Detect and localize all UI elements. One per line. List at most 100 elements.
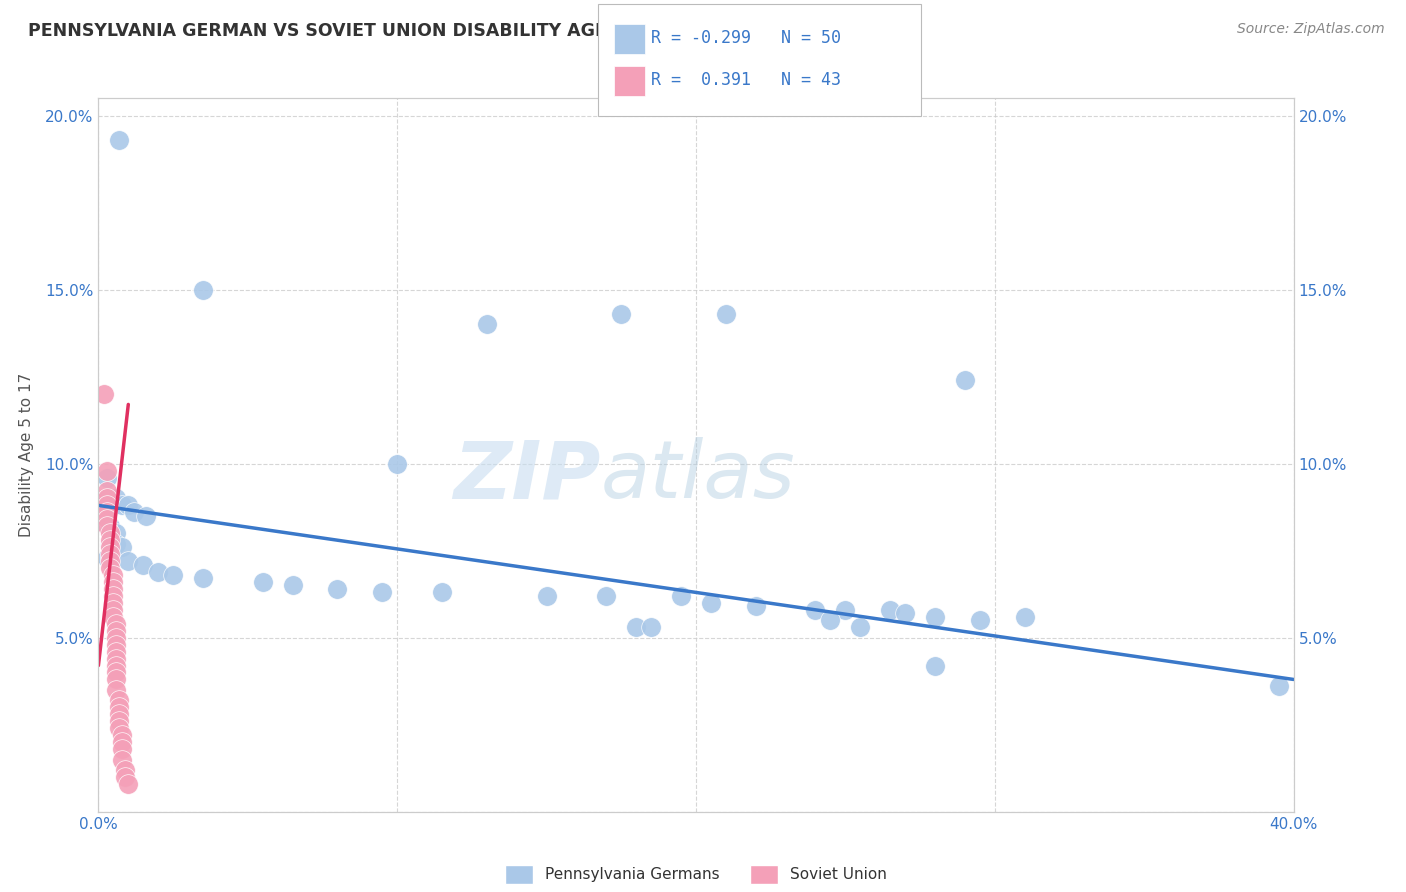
Legend: Pennsylvania Germans, Soviet Union: Pennsylvania Germans, Soviet Union	[499, 859, 893, 889]
Text: ZIP: ZIP	[453, 437, 600, 516]
Point	[100, 550, 122, 565]
Point	[108, 133, 131, 147]
Point	[100, 547, 122, 561]
Point	[924, 609, 946, 624]
Point	[111, 735, 134, 749]
Point	[114, 763, 136, 777]
Point	[111, 728, 134, 742]
Point	[475, 318, 498, 332]
Point	[1267, 680, 1289, 694]
Point	[96, 464, 118, 478]
Point	[100, 537, 122, 551]
Point	[700, 596, 723, 610]
Point	[745, 599, 768, 614]
Point	[105, 658, 128, 673]
Point	[105, 616, 128, 631]
Point	[111, 540, 134, 554]
Text: PENNSYLVANIA GERMAN VS SOVIET UNION DISABILITY AGE 5 TO 17 CORRELATION CHART: PENNSYLVANIA GERMAN VS SOVIET UNION DISA…	[28, 22, 903, 40]
Point	[96, 484, 118, 499]
Point	[100, 554, 122, 568]
Point	[191, 572, 214, 586]
Point	[96, 505, 118, 519]
Text: Source: ZipAtlas.com: Source: ZipAtlas.com	[1237, 22, 1385, 37]
Point	[111, 752, 134, 766]
Point	[105, 682, 128, 697]
Point	[105, 537, 128, 551]
Point	[114, 770, 136, 784]
Point	[820, 613, 842, 627]
Point	[124, 505, 146, 519]
Point	[100, 540, 122, 554]
Point	[371, 585, 394, 599]
Point	[117, 499, 139, 513]
Point	[96, 519, 118, 533]
Point	[103, 596, 125, 610]
Point	[610, 307, 633, 321]
Point	[326, 582, 349, 596]
Point	[100, 533, 122, 548]
Point	[96, 519, 118, 533]
Point	[969, 613, 991, 627]
Point	[879, 603, 901, 617]
Point	[105, 631, 128, 645]
Point	[103, 568, 125, 582]
Point	[108, 721, 131, 735]
Point	[103, 609, 125, 624]
Point	[93, 387, 115, 401]
Point	[385, 457, 409, 471]
Point	[626, 620, 648, 634]
Point	[132, 558, 155, 572]
Point	[135, 508, 157, 523]
Point	[111, 742, 134, 756]
Point	[804, 603, 827, 617]
Point	[96, 491, 118, 506]
Point	[162, 568, 184, 582]
Point	[105, 673, 128, 687]
Point	[96, 499, 118, 513]
Point	[96, 512, 118, 526]
Point	[103, 603, 125, 617]
Text: atlas: atlas	[600, 437, 796, 516]
Text: R = -0.299   N = 50: R = -0.299 N = 50	[651, 29, 841, 47]
Point	[105, 491, 128, 506]
Point	[108, 700, 131, 714]
Point	[100, 561, 122, 575]
Point	[894, 607, 917, 621]
Point	[252, 574, 274, 589]
Point	[111, 499, 134, 513]
Point	[953, 373, 976, 387]
Point	[105, 651, 128, 665]
Point	[281, 578, 304, 592]
Point	[669, 589, 692, 603]
Point	[103, 589, 125, 603]
Point	[96, 470, 118, 484]
Point	[191, 283, 214, 297]
Point	[105, 644, 128, 658]
Point	[105, 665, 128, 680]
Point	[108, 714, 131, 729]
Point	[849, 620, 872, 634]
Point	[108, 707, 131, 722]
Point	[103, 574, 125, 589]
Point	[105, 526, 128, 541]
Point	[640, 620, 662, 634]
Point	[148, 565, 170, 579]
Point	[117, 554, 139, 568]
Point	[100, 519, 122, 533]
Point	[430, 585, 453, 599]
Point	[96, 491, 118, 506]
Text: R =  0.391   N = 43: R = 0.391 N = 43	[651, 71, 841, 89]
Point	[834, 603, 856, 617]
Point	[103, 582, 125, 596]
Point	[100, 526, 122, 541]
Y-axis label: Disability Age 5 to 17: Disability Age 5 to 17	[20, 373, 34, 537]
Point	[105, 638, 128, 652]
Point	[1014, 609, 1036, 624]
Point	[924, 658, 946, 673]
Point	[536, 589, 558, 603]
Point	[108, 693, 131, 707]
Point	[105, 624, 128, 638]
Point	[96, 550, 118, 565]
Point	[595, 589, 617, 603]
Point	[714, 307, 737, 321]
